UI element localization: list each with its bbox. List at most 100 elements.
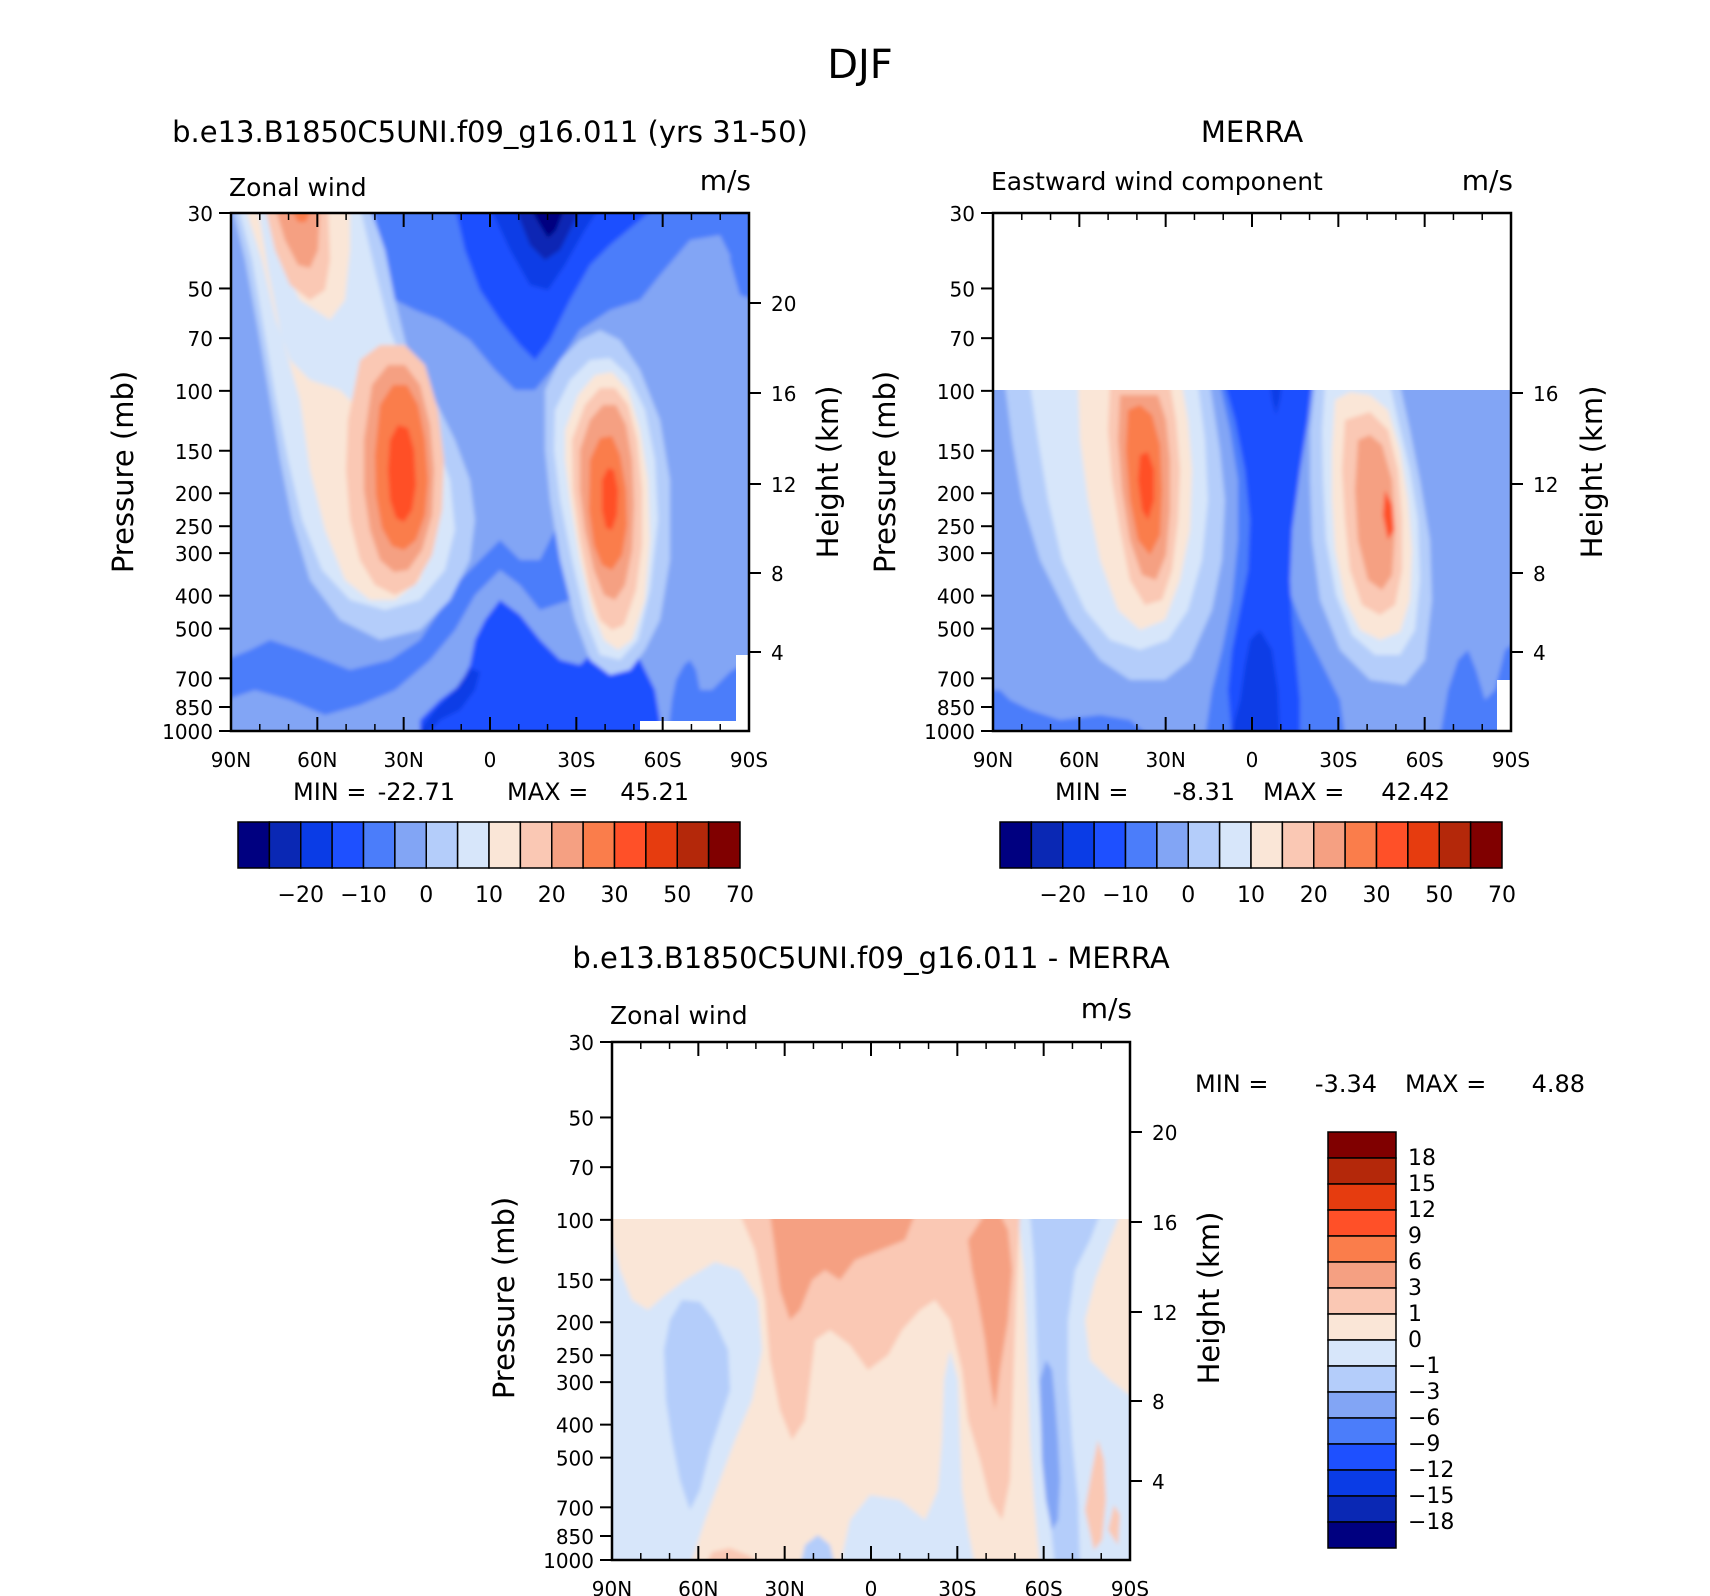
colorbar-label: 1 [1408, 1302, 1422, 1327]
colorbar-swatch [268, 821, 302, 869]
max-value: 42.42 [1381, 778, 1450, 806]
y-tick-label: 300 [556, 1371, 594, 1395]
y-tick-label: 100 [175, 380, 213, 404]
y-tick-label: 1000 [162, 720, 213, 744]
min-value: -3.34 [1315, 1070, 1377, 1098]
y-tick-label: 850 [937, 696, 975, 720]
colorbar-swatch [1327, 1521, 1397, 1549]
contour-region-1-3-bottom [708, 1548, 754, 1560]
max-value: 4.88 [1532, 1070, 1585, 1098]
colorbar-label: −15 [1408, 1484, 1454, 1509]
colorbar-label: −10 [340, 883, 386, 908]
contour-region-25-30 [276, 213, 634, 600]
variable-label: Eastward wind component [991, 167, 1323, 196]
max-label: MAX = [507, 778, 588, 806]
y-tick-label: 700 [937, 667, 975, 691]
contour-region-low-right [668, 660, 749, 731]
colorbar-swatch [582, 821, 616, 869]
y-tick-label: 150 [937, 440, 975, 464]
colorbar-swatch [237, 821, 271, 869]
colorbar-swatch [1327, 1131, 1397, 1159]
colorbar-swatch [1218, 821, 1252, 869]
contour-region-15-20 [246, 213, 650, 650]
colorbar-label: 9 [1408, 1224, 1422, 1249]
y-tick-label: 150 [175, 440, 213, 464]
colorbar-swatch [645, 821, 678, 869]
y-tick-label: 300 [937, 542, 975, 566]
contour-region-neg-6-3-south [1040, 1360, 1060, 1530]
height-tick-label: 12 [771, 473, 796, 497]
x-tick-label: 90N [973, 748, 1013, 772]
colorbar-label: 12 [1408, 1198, 1436, 1223]
colorbar-swatch [613, 821, 647, 869]
y-axis-title-right: Height (km) [1192, 1212, 1226, 1385]
colorbar-swatch [1327, 1235, 1397, 1263]
x-tick-label: 90N [211, 748, 251, 772]
y-tick-label: 30 [950, 202, 975, 226]
colorbar-swatch [519, 821, 553, 869]
colorbar-swatch [331, 821, 365, 869]
contour-region-1-3-center [742, 1219, 1020, 1520]
colorbar-swatch [362, 821, 396, 869]
y-tick-label: 1000 [543, 1549, 594, 1573]
panel-difference: b.e13.B1850C5UNI.f09_g16.011 - MERRA Zon… [487, 941, 1585, 1596]
x-tick-label: 60S [1025, 1577, 1063, 1596]
colorbar-swatch [1327, 1261, 1397, 1289]
height-tick-label: 4 [771, 641, 784, 665]
x-tick-label: 30S [938, 1577, 976, 1596]
y-tick-label: 400 [175, 585, 213, 609]
colorbar-swatch [1093, 821, 1127, 869]
colorbar-swatch [1438, 821, 1472, 869]
colorbar-swatch [1469, 821, 1503, 869]
units-label: m/s [1462, 164, 1513, 197]
min-value: -22.71 [378, 778, 455, 806]
colorbar-swatch [1327, 1209, 1397, 1237]
colorbar-label: −6 [1408, 1406, 1440, 1431]
colorbar-swatch [1030, 821, 1064, 869]
colorbar-label: 0 [1181, 883, 1195, 908]
height-tick-label: 4 [1533, 641, 1546, 665]
x-tick-label: 60S [644, 748, 682, 772]
y-axis-title-right: Height (km) [811, 386, 845, 559]
panel-title: b.e13.B1850C5UNI.f09_g16.011 (yrs 31-50) [172, 115, 808, 149]
variable-label: Zonal wind [229, 173, 367, 202]
x-tick-label: 30S [557, 748, 595, 772]
y-tick-label: 500 [556, 1447, 594, 1471]
axes: 305070100150200250300400500700850100090N… [162, 202, 796, 772]
colorbar-swatch [488, 821, 522, 869]
colorbar-swatch [1344, 821, 1378, 869]
panel-title: MERRA [1201, 115, 1303, 149]
colorbar-swatch [1327, 1469, 1397, 1497]
variable-label: Zonal wind [610, 1001, 748, 1030]
y-tick-label: 850 [556, 1525, 594, 1549]
colorbar-label: 0 [419, 883, 433, 908]
colorbar-label: −9 [1408, 1432, 1440, 1457]
colorbar-label: −3 [1408, 1380, 1440, 1405]
contour-region-edge-right [730, 213, 749, 298]
panel-model: b.e13.B1850C5UNI.f09_g16.011 (yrs 31-50)… [106, 115, 845, 908]
y-tick-label: 70 [950, 327, 975, 351]
x-tick-label: 0 [1246, 748, 1259, 772]
y-axis-title: Pressure (mb) [868, 371, 902, 573]
x-tick-label: 90S [730, 748, 768, 772]
y-tick-label: 400 [556, 1414, 594, 1438]
colorbar-swatch [1327, 1287, 1397, 1315]
y-tick-label: 70 [188, 327, 213, 351]
height-tick-label: 8 [771, 562, 784, 586]
min-label: MIN = [293, 778, 366, 806]
y-tick-label: 70 [569, 1156, 594, 1180]
colorbar-swatch [1124, 821, 1158, 869]
colorbar-swatch [1281, 821, 1315, 869]
contour-region-ne-blue [993, 690, 1143, 731]
colorbar-swatch [1327, 1183, 1397, 1211]
colorbar-swatch [1327, 1443, 1397, 1471]
colorbar-label: 30 [601, 883, 629, 908]
x-tick-label: 0 [865, 1577, 878, 1596]
colorbar-label: 0 [1408, 1328, 1422, 1353]
y-tick-label: 200 [556, 1311, 594, 1335]
height-tick-label: 8 [1533, 562, 1546, 586]
colorbar-label: 70 [726, 883, 754, 908]
contour-region-eq-top [1270, 390, 1282, 415]
height-tick-label: 12 [1152, 1301, 1177, 1325]
